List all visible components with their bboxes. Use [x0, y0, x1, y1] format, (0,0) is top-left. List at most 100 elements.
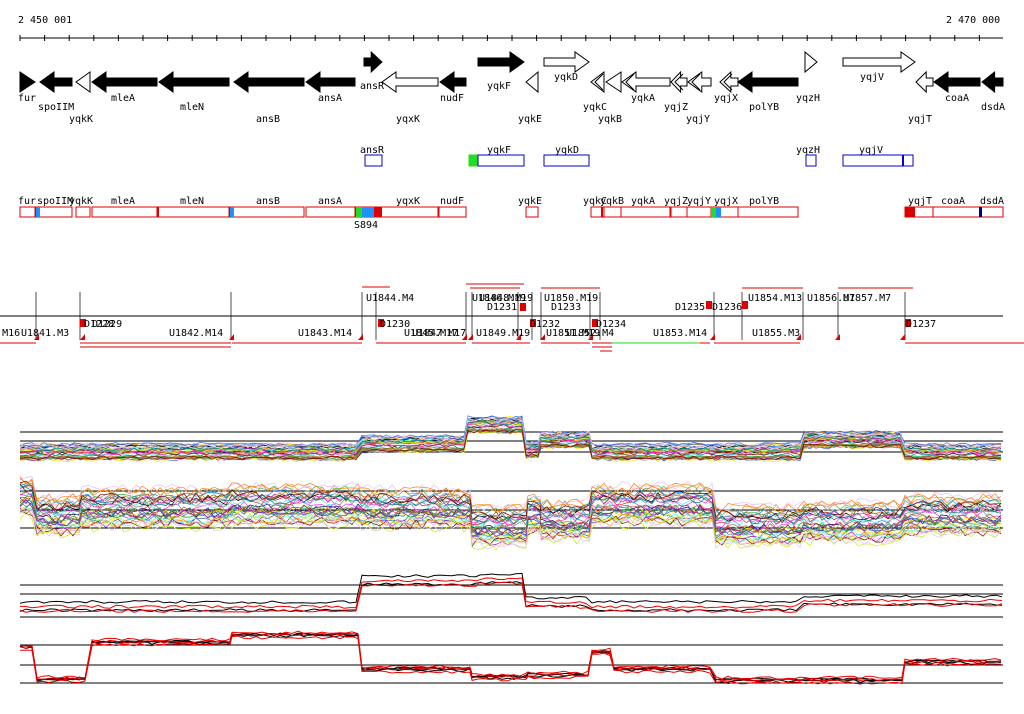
seg-lower-U1849[interactable]: U1849.M19: [476, 328, 530, 339]
gene-label-yqkF[interactable]: yqkF: [487, 81, 511, 92]
segment-triangle: [796, 334, 801, 340]
gene-arrow-ansA: [305, 71, 356, 93]
gene-label-coaA[interactable]: coaA: [945, 93, 969, 104]
seg-down-D1237[interactable]: D1237: [906, 319, 936, 330]
expression-profile-line: [19, 483, 1002, 521]
seg-lower-U1841[interactable]: U1841.M3: [21, 328, 69, 339]
rev-box-marker: [716, 207, 721, 217]
gene-label-yqjY[interactable]: yqjY: [686, 114, 710, 125]
gene-label-yqzH[interactable]: yqzH: [796, 93, 820, 104]
forward-feature-track: ansR yqkF yqkD yqzH yqjV: [360, 145, 914, 167]
expression-lines-panel-4: [19, 630, 1002, 685]
gene-arrow-yqkB: [605, 71, 622, 93]
gene-label-ansR[interactable]: ansR: [360, 81, 385, 92]
gene-label-spoIIM[interactable]: spoIIM: [38, 102, 74, 113]
segment-marker: [520, 303, 526, 311]
expression-profile-line: [19, 478, 1002, 514]
seg-lower-U1843[interactable]: U1843.M14: [298, 328, 352, 339]
seg-upper-U1857[interactable]: U1857.M7: [843, 293, 891, 304]
seg-lower-U1842[interactable]: U1842.M14: [169, 328, 223, 339]
gene-label-yqjZ[interactable]: yqjZ: [664, 102, 688, 113]
seg-upper-U1844[interactable]: U1844.M4: [366, 293, 414, 304]
seg-upper-U1846[interactable]: U1846.M19: [472, 293, 526, 304]
gene-label-mleN[interactable]: mleN: [180, 102, 204, 113]
seg-down-D1228[interactable]: D1228: [84, 319, 114, 330]
fwd-label-yqkF: yqkF: [487, 145, 511, 156]
fwd-box-yqjV[interactable]: [842, 154, 914, 167]
fwd-box-yqzH[interactable]: [805, 154, 817, 167]
seg-down-D1229[interactable]: D1229: [92, 319, 122, 330]
gene-label-nudF[interactable]: nudF: [440, 93, 464, 104]
gene-label-yqkB[interactable]: yqkB: [598, 114, 622, 125]
expression-profile-line: [19, 493, 1002, 531]
rev-box-yqkE: [525, 206, 539, 218]
fwd-label-ansR: ansR: [360, 145, 385, 156]
segment-triangle: [835, 334, 840, 340]
gene-label-yqkD[interactable]: yqkD: [554, 72, 578, 83]
seg-lower-U1847[interactable]: U1847.M17: [412, 328, 466, 339]
seg-lower-U1851[interactable]: U1851.M19: [546, 328, 600, 339]
seg-lower-U1853[interactable]: U1853.M14: [653, 328, 707, 339]
gene-arrow-yqjX: [719, 70, 739, 94]
gene-label-mleA[interactable]: mleA: [111, 93, 135, 104]
coordinate-ruler: 2 450 001 2 470 000: [18, 15, 1003, 41]
gene-arrow-mleA: [91, 71, 158, 93]
seg-lower-U1855[interactable]: U1855.M3: [752, 328, 800, 339]
seg-down-D1234[interactable]: D1234: [596, 319, 626, 330]
gene-label-yqkE[interactable]: yqkE: [518, 114, 542, 125]
gene-label-ansA[interactable]: ansA: [318, 93, 342, 104]
expression-profile-line: [19, 506, 1002, 546]
seg-down-D1236[interactable]: D1236: [712, 302, 742, 313]
rev-box-yqjZ: [670, 206, 688, 218]
gene-arrow-spoIIM: [39, 71, 73, 93]
fwd-box-yqkF[interactable]: [477, 154, 525, 167]
gene-arrow-yqkK: [75, 71, 91, 93]
gene-arrow-yqkD: [543, 51, 590, 73]
segment-marker: [706, 301, 712, 309]
segment-marker: [378, 319, 384, 327]
gene-label-yqkC[interactable]: yqkC: [583, 102, 607, 113]
seg-upper-U1854[interactable]: U1854.M13: [748, 293, 802, 304]
rev-label-yqkC: yqkC: [583, 196, 607, 207]
segment-triangle: [229, 334, 234, 340]
gene-label-yqkA[interactable]: yqkA: [631, 93, 655, 104]
gene-label-fur[interactable]: fur: [18, 93, 36, 104]
fwd-box-ansR[interactable]: [364, 154, 383, 167]
seg-down-D1232[interactable]: D1232: [530, 319, 560, 330]
gene-label-yqxK[interactable]: yqxK: [396, 114, 420, 125]
fwd-box-yqkD[interactable]: [543, 154, 590, 167]
gene-label-polYB[interactable]: polYB: [749, 102, 779, 113]
seg-down-D1235[interactable]: D1235: [675, 302, 705, 313]
seg-upper-U1850[interactable]: U1850.M19: [544, 293, 598, 304]
seg-down-D1231[interactable]: D1231: [487, 302, 517, 313]
rev-box-yqkA: [620, 206, 671, 218]
rev-label-yqjT: yqjT: [908, 196, 932, 207]
expression-profile-line: [19, 577, 1003, 609]
seg-lower-U1840[interactable]: U1840.M16: [0, 328, 20, 339]
rev-label-yqjY: yqjY: [687, 196, 711, 207]
gene-label-ansB[interactable]: ansB: [256, 114, 280, 125]
seg-down-D1230[interactable]: D1230: [380, 319, 410, 330]
seg-down-D1233[interactable]: D1233: [551, 302, 581, 313]
gene-label-dsdA[interactable]: dsdA: [981, 102, 1005, 113]
rev-label-ansB: ansB: [256, 196, 280, 207]
gene-label-yqjV[interactable]: yqjV: [860, 72, 884, 83]
expression-profile-line: [19, 476, 1002, 515]
gene-arrow-polYB: [737, 71, 799, 93]
seg-upper-U1856[interactable]: U1856.M7: [807, 293, 855, 304]
gene-label-yqjX[interactable]: yqjX: [714, 93, 738, 104]
gene-arrow-yqkE: [525, 70, 539, 94]
segment-triangle: [34, 334, 39, 340]
seg-upper-U1848[interactable]: U1848.M19: [479, 293, 533, 304]
rev-box-marker: [601, 207, 603, 217]
segment-marker: [592, 319, 598, 327]
gene-label-yqkK[interactable]: yqkK: [69, 114, 93, 125]
rev-box-fur: [19, 206, 36, 218]
expression-profile-line: [19, 485, 1002, 525]
gene-label-yqjT[interactable]: yqjT: [908, 114, 932, 125]
seg-lower-U1845[interactable]: U1845.M17: [404, 328, 458, 339]
rev-box-mleN: [157, 206, 230, 218]
segment-triangle: [358, 334, 363, 340]
seg-lower-U1852[interactable]: U1852.M4: [566, 328, 614, 339]
gene-arrow-yqjT: [915, 70, 934, 94]
